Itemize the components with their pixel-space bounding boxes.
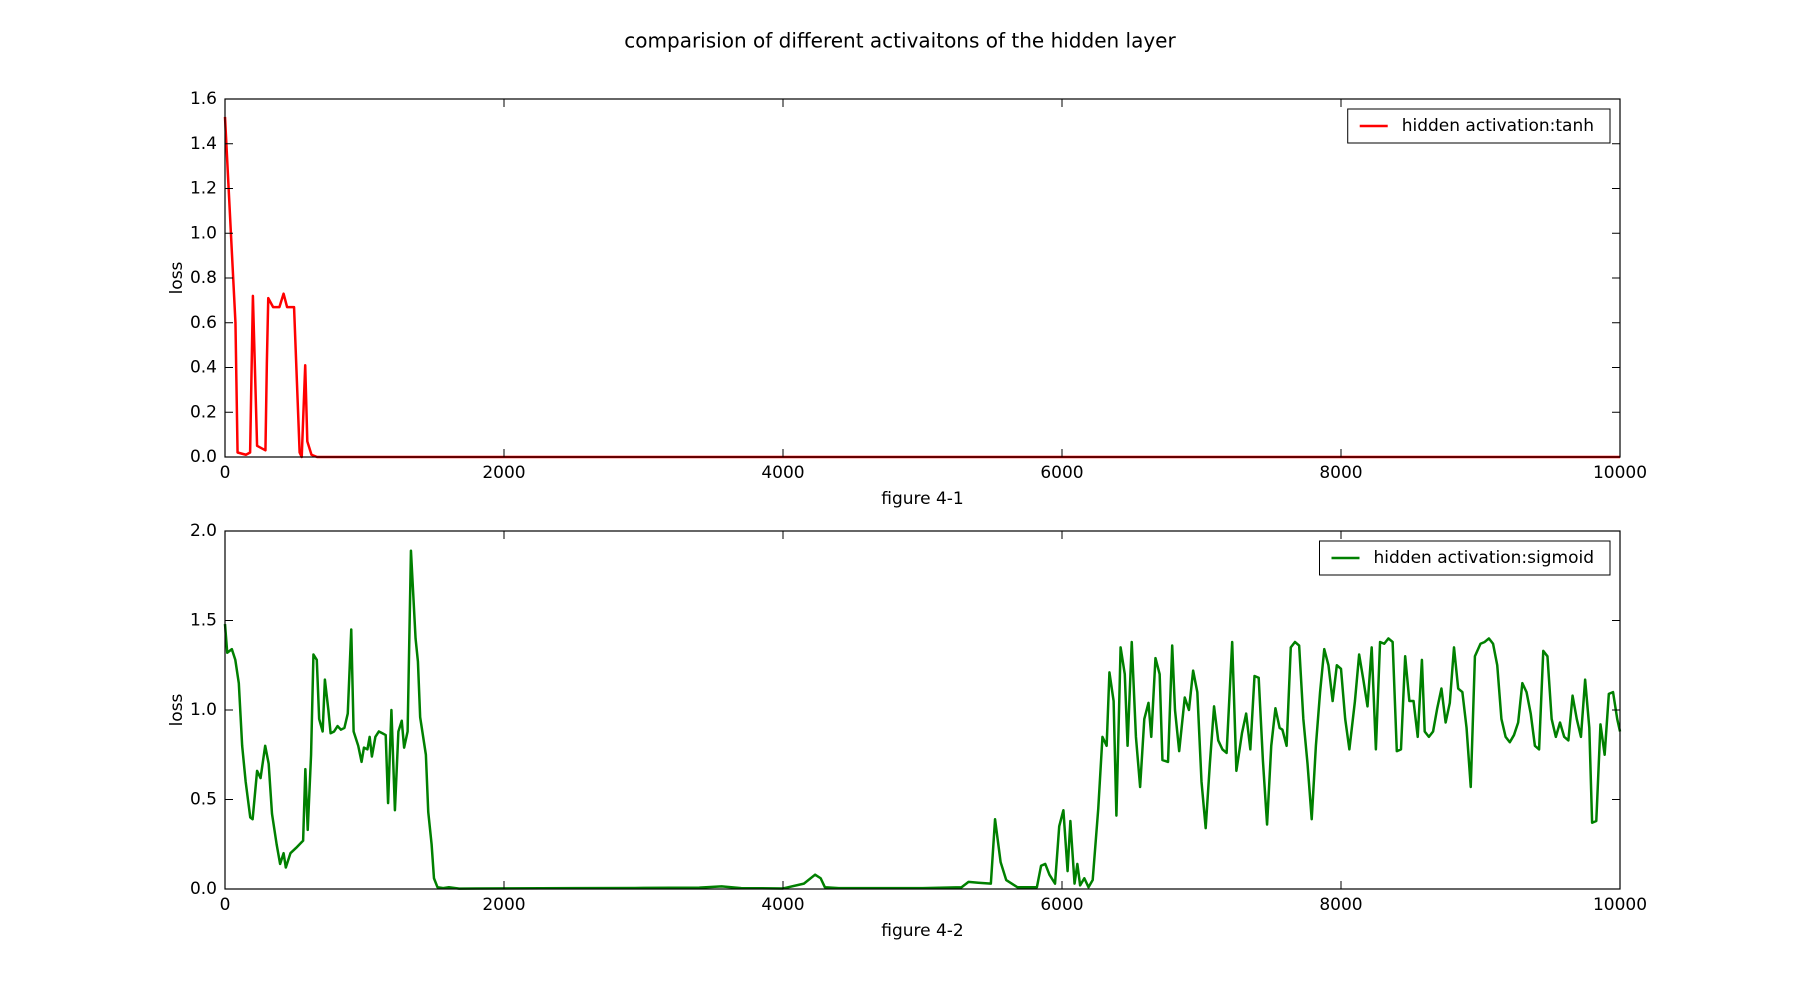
x-tick-label: 6000 [1040, 463, 1083, 483]
x-tick-label: 6000 [1040, 895, 1083, 915]
plot-frame [224, 530, 1621, 890]
x-tick-label: 10000 [1593, 895, 1647, 915]
y-tick-label: 1.2 [190, 179, 217, 199]
y-tick-label: 0.4 [190, 358, 217, 378]
x-tick-label: 4000 [761, 463, 804, 483]
y-axis-label: loss [167, 693, 187, 726]
x-tick-label: 0 [220, 463, 231, 483]
legend-label: hidden activation:sigmoid [1374, 548, 1595, 568]
figure-title: comparision of different activaitons of … [624, 29, 1176, 53]
x-tick-label: 4000 [761, 895, 804, 915]
x-tick-label: 10000 [1593, 463, 1647, 483]
y-tick-label: 0.6 [190, 313, 217, 333]
x-axis-label: figure 4-1 [881, 489, 964, 509]
y-tick-label: 0.2 [190, 402, 217, 422]
y-tick-label: 2.0 [190, 521, 217, 541]
legend: hidden activation:tanh [1347, 108, 1611, 144]
legend: hidden activation:sigmoid [1319, 540, 1611, 576]
x-tick-label: 8000 [1319, 895, 1362, 915]
y-tick-label: 0.0 [190, 447, 217, 467]
legend-box [1347, 108, 1611, 144]
x-tick-label: 2000 [482, 895, 525, 915]
plot-frame [224, 98, 1621, 458]
x-tick-label: 8000 [1319, 463, 1362, 483]
y-tick-label: 1.0 [190, 700, 217, 720]
data-line [223, 549, 1622, 890]
y-tick-label: 1.6 [190, 89, 217, 109]
data-line [223, 116, 1620, 459]
y-tick-label: 0.0 [190, 879, 217, 899]
y-tick-label: 1.0 [190, 223, 217, 243]
y-tick-label: 0.5 [190, 790, 217, 810]
x-axis-label: figure 4-2 [881, 921, 964, 941]
x-tick-label: 0 [220, 895, 231, 915]
y-tick-label: 1.4 [190, 134, 217, 154]
y-tick-label: 0.8 [190, 268, 217, 288]
y-tick-label: 1.5 [190, 611, 217, 631]
y-axis-label: loss [167, 261, 187, 294]
x-tick-label: 2000 [482, 463, 525, 483]
legend-box [1319, 540, 1611, 576]
legend-label: hidden activation:tanh [1402, 116, 1594, 136]
